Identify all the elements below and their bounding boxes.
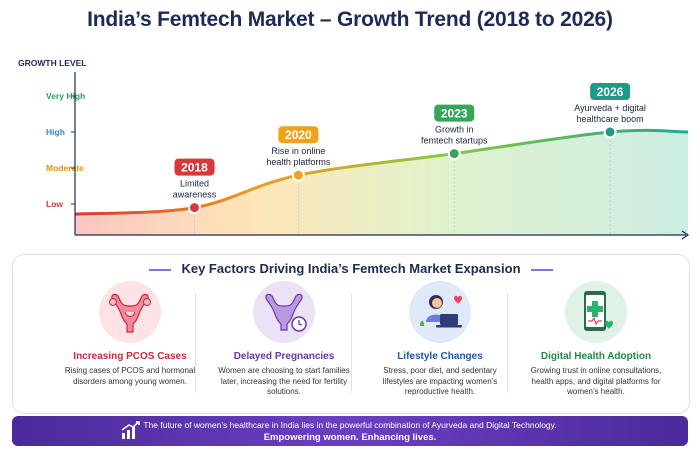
- factor-description: Women are choosing to start families lat…: [218, 366, 350, 396]
- milestone-label: awareness: [173, 190, 217, 200]
- health-phone-icon: [565, 281, 627, 343]
- divider: [195, 293, 196, 393]
- milestone-label: Limited: [180, 179, 209, 189]
- milestone-point: [447, 147, 461, 161]
- year-badge: [590, 83, 631, 100]
- y-level-label: High: [46, 127, 65, 137]
- factor-title: Digital Health Adoption: [540, 351, 652, 362]
- factor-title: Delayed Pregnancies: [233, 351, 335, 362]
- year-badge: [174, 158, 215, 176]
- milestone-label: Ayurveda + digital: [574, 103, 646, 113]
- footer-banner: The future of women’s healthcare in Indi…: [12, 416, 688, 446]
- growth-chart-icon: [121, 421, 140, 439]
- y-level-label: Very High: [46, 91, 85, 101]
- y-axis-label: GROWTH LEVEL: [18, 58, 86, 68]
- growth-area: [75, 130, 688, 235]
- year-badge-label: 2018: [181, 161, 208, 175]
- key-factors-section: Key Factors Driving India’s Femtech Mark…: [12, 254, 690, 414]
- factor-title: Lifestyle Changes: [397, 351, 483, 362]
- milestone-point: [603, 125, 617, 139]
- uterus-clock-icon: [253, 281, 315, 343]
- growth-chart: GROWTH LEVEL Low Moderate High Very High Li…: [18, 58, 690, 240]
- banner-tagline: Empowering women. Enhancing lives.: [263, 432, 437, 443]
- factor-delayed-pregnancies: Delayed Pregnancies Women are choosing t…: [209, 281, 359, 398]
- page-title: India’s Femtech Market – Growth Trend (2…: [87, 8, 613, 31]
- year-badge-label: 2026: [597, 85, 624, 99]
- factor-description: Rising cases of PCOS and hormonal disord…: [64, 366, 196, 386]
- divider: [351, 293, 352, 393]
- factor-title: Increasing PCOS Cases: [73, 351, 187, 362]
- y-level-label: Low: [46, 199, 63, 209]
- factor-description: Growing trust in online consultations, h…: [530, 366, 662, 396]
- x-axis-arrow-icon: [681, 230, 690, 240]
- uterus-icon: [99, 281, 161, 343]
- milestone-label: healthcare boom: [577, 114, 644, 124]
- milestone-point: [187, 201, 201, 215]
- factor-pcos: Increasing PCOS Cases Rising cases of PC…: [55, 281, 205, 387]
- factor-lifestyle-changes: Lifestyle Changes Stress, poor diet, and…: [365, 281, 515, 398]
- milestone-label: health platforms: [266, 157, 331, 167]
- year-badge: [278, 126, 319, 144]
- factor-description: Stress, poor diet, and sedentary lifesty…: [382, 366, 498, 396]
- milestone-point: [291, 168, 305, 182]
- y-level-label: Moderate: [46, 163, 84, 173]
- divider: [507, 293, 508, 393]
- milestone-label: femtech startups: [421, 136, 488, 146]
- woman-laptop-icon: [409, 281, 471, 343]
- year-badge: [434, 104, 475, 122]
- year-badge-label: 2020: [285, 128, 312, 142]
- factors-heading: Key Factors Driving India’s Femtech Mark…: [13, 261, 689, 276]
- milestone-label: Rise in online: [271, 146, 325, 156]
- banner-text: The future of women’s healthcare in Indi…: [143, 420, 557, 430]
- factor-digital-health: Digital Health Adoption Growing trust in…: [521, 281, 671, 398]
- milestone-label: Growth in: [435, 125, 474, 135]
- year-badge-label: 2023: [441, 107, 468, 121]
